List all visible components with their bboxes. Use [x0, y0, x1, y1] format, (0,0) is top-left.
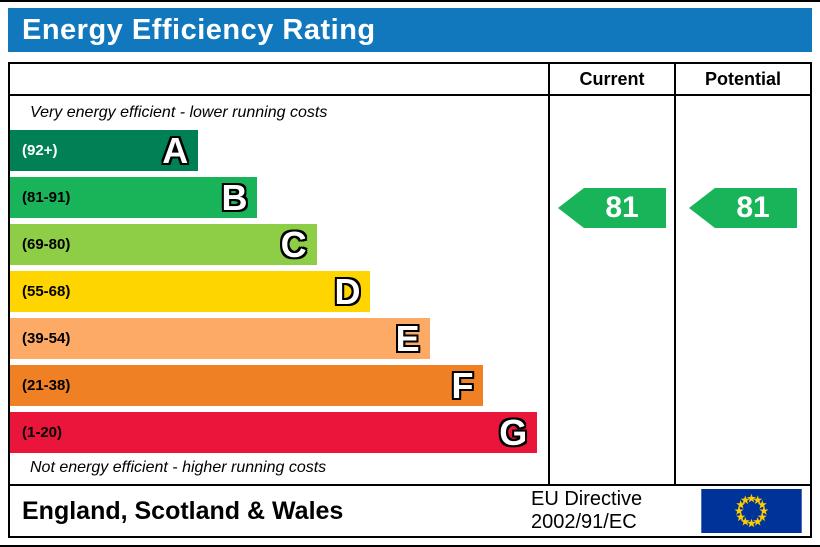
- band-range-label: (69-80): [22, 236, 71, 253]
- band-bar-a: (92+) A: [10, 129, 199, 171]
- band-range-label: (81-91): [22, 189, 71, 206]
- potential-rating-arrow: 81: [689, 188, 797, 228]
- current-rating-arrow: 81: [558, 188, 666, 228]
- band-letter: G: [499, 411, 528, 453]
- bottom-note: Not energy efficient - higher running co…: [30, 459, 327, 476]
- eu-directive-line1: EU Directive: [531, 488, 643, 510]
- band-letter: C: [280, 223, 307, 265]
- chart-body-row: Very energy efficient - lower running co…: [10, 96, 810, 484]
- band-bar-g: (1-20) G: [10, 411, 538, 453]
- chart-area: Very energy efficient - lower running co…: [10, 96, 550, 484]
- region-label: England, Scotland & Wales: [22, 496, 344, 525]
- current-column: 81: [550, 96, 676, 484]
- band-bar-c: (69-80) C: [10, 224, 317, 265]
- band-range-label: (1-20): [22, 424, 63, 441]
- current-column-header: Current: [550, 64, 676, 94]
- band-bar-f: (21-38) F: [10, 364, 484, 406]
- band-letter: A: [162, 129, 189, 171]
- eu-flag-icon: [701, 489, 802, 533]
- band-letter: E: [395, 317, 420, 359]
- band-bar-b: (81-91) B: [10, 176, 258, 218]
- band-range-label: (55-68): [22, 283, 71, 300]
- potential-rating-value: 81: [736, 191, 770, 224]
- band-bar-d: (55-68) D: [10, 270, 371, 312]
- band-range-label: (21-38): [22, 377, 71, 394]
- header-row: Current Potential: [10, 64, 810, 96]
- band-letter: D: [334, 270, 361, 312]
- footer-row: England, Scotland & Wales EU Directive 2…: [10, 484, 810, 536]
- band-letter: B: [221, 176, 248, 218]
- band-letter: F: [451, 364, 474, 406]
- title-bar: Energy Efficiency Rating: [8, 8, 812, 52]
- potential-column-header: Potential: [704, 69, 781, 89]
- page-title: Energy Efficiency Rating: [22, 14, 376, 46]
- band-range-label: (39-54): [22, 330, 71, 347]
- potential-column: 81: [676, 96, 810, 484]
- band-range-label: (92+): [22, 142, 58, 159]
- eu-directive-label: EU Directive 2002/91/EC: [531, 488, 699, 534]
- top-note: Very energy efficient - lower running co…: [30, 104, 328, 121]
- current-rating-value: 81: [605, 191, 639, 224]
- band-bar-e: (39-54) E: [10, 318, 430, 359]
- rating-table: Current Potential Very energy efficient …: [8, 62, 812, 538]
- eu-directive-line2: 2002/91/EC: [531, 511, 637, 533]
- header-spacer: [10, 64, 550, 94]
